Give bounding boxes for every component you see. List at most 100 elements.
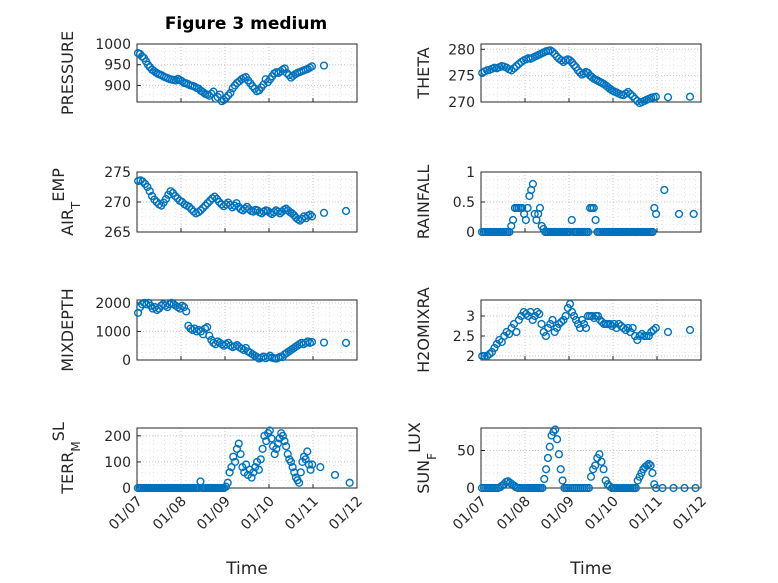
data-point [652, 209, 661, 219]
data-point [194, 208, 203, 217]
data-point [224, 91, 233, 100]
data-point [623, 87, 633, 97]
y-axis-label: MIXDEPTH [58, 288, 77, 371]
x-axis-label: Time [225, 559, 268, 579]
y-axis-label: TERRMSL [49, 422, 84, 495]
data-point [614, 319, 623, 329]
y-tick-label: 100 [104, 455, 131, 471]
data-point [685, 325, 695, 335]
data-point [283, 449, 292, 459]
data-point [295, 478, 304, 487]
data-point [685, 92, 695, 101]
data-point [145, 187, 154, 196]
data-point [586, 472, 596, 481]
data-point [319, 338, 329, 347]
data-point [288, 463, 297, 472]
data-point [589, 203, 598, 213]
data-point [229, 452, 238, 461]
y-tick-label: 1 [466, 165, 475, 181]
data-series [133, 49, 329, 106]
x-tick-label: 01/12 [670, 494, 710, 534]
data-point [550, 327, 559, 337]
data-point [535, 309, 544, 319]
data-point [341, 206, 351, 216]
y-tick-label: 2000 [95, 296, 131, 312]
x-tick-label: 01/10 [582, 494, 622, 534]
axes-frame [136, 427, 358, 489]
data-point [226, 88, 235, 97]
data-point [528, 315, 537, 325]
data-point [182, 307, 191, 316]
y-tick-label: 265 [104, 225, 131, 241]
data-point [691, 483, 700, 493]
data-point [633, 335, 642, 345]
data-point [595, 450, 604, 459]
data-point [605, 84, 615, 93]
data-point [552, 435, 562, 444]
y-axis-label: H2OMIXRA [414, 287, 433, 373]
data-point [569, 60, 579, 70]
data-point [647, 327, 656, 337]
data-point [565, 299, 575, 309]
data-point [630, 94, 640, 103]
data-point [545, 442, 554, 451]
subplot-4: 0 0.5 1 RAINFALL [414, 165, 702, 241]
data-point [646, 461, 655, 470]
data-point [196, 477, 205, 486]
y-tick-label: 0 [122, 481, 131, 497]
data-point [161, 194, 171, 204]
y-tick-label: 270 [448, 95, 475, 111]
data-point [593, 311, 603, 321]
data-point [270, 449, 279, 459]
data-point [512, 62, 521, 71]
data-series [133, 298, 351, 363]
data-point [203, 199, 212, 208]
data-point [198, 203, 208, 213]
x-tick-label: 01/11 [626, 494, 666, 534]
data-point [272, 444, 281, 453]
data-point [663, 93, 673, 102]
axes-frame [480, 299, 702, 361]
data-point [521, 309, 531, 319]
y-tick-label: 1000 [95, 324, 131, 340]
data-point [523, 203, 532, 213]
data-point [201, 201, 210, 210]
data-series [478, 299, 695, 361]
x-axis-label: Time [569, 559, 612, 579]
data-point [224, 198, 233, 207]
data-point [626, 327, 635, 337]
data-point [551, 425, 560, 434]
data-point [230, 457, 240, 467]
data-point [278, 431, 287, 440]
data-point [208, 194, 217, 203]
data-point [579, 319, 589, 329]
data-point [247, 473, 256, 482]
data-point [196, 206, 205, 215]
x-tick-label: 01/09 [194, 494, 234, 534]
data-point [567, 307, 577, 317]
data-point [185, 202, 194, 211]
data-point [557, 317, 566, 327]
data-point [674, 209, 684, 219]
data-point [319, 208, 329, 217]
data-point [485, 349, 494, 359]
data-point [507, 66, 516, 75]
data-point [303, 447, 312, 456]
data-point [640, 331, 649, 341]
data-point [571, 315, 581, 325]
data-point [689, 209, 698, 219]
subplot-8: 0 50 SUNFLUX 01/07 01/08 01/09 01/10 01/11 01/12… [405, 422, 710, 579]
data-point [552, 323, 562, 333]
data-point [267, 434, 276, 443]
y-tick-label: 50 [457, 444, 475, 460]
data-point [565, 56, 575, 65]
data-point [660, 185, 669, 195]
data-point [305, 210, 315, 219]
data-point [541, 331, 551, 341]
data-point [569, 311, 579, 321]
y-axis-label: RAINFALL [414, 165, 433, 240]
data-point [558, 476, 567, 485]
y-tick-label: 2.5 [453, 329, 475, 345]
data-point [487, 347, 497, 357]
